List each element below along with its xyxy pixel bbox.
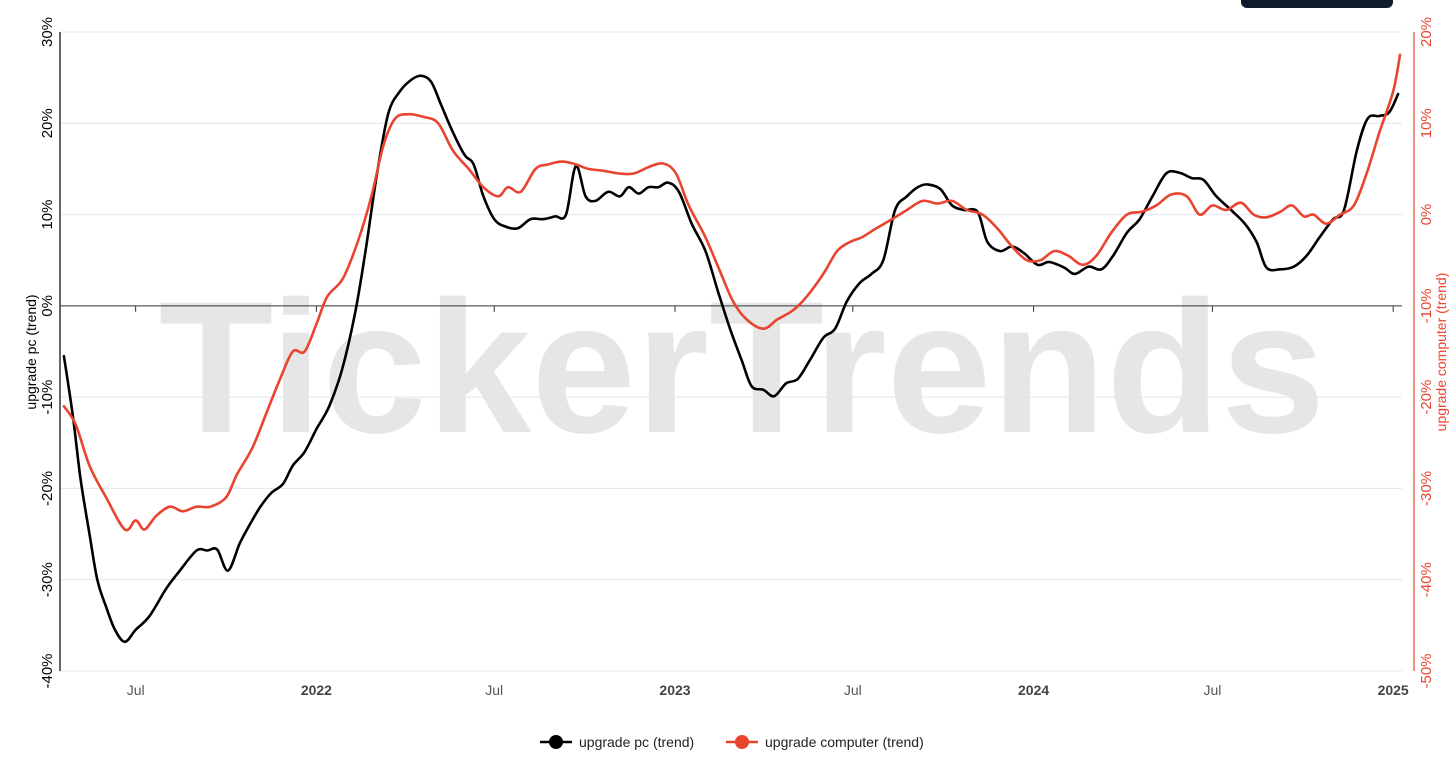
grid [60, 31, 1402, 672]
y-right-tick-label: -10% [1418, 288, 1435, 323]
legend-label-computer: upgrade computer (trend) [765, 734, 924, 750]
x-tick-label: 2023 [659, 682, 690, 698]
legend-marker-computer [735, 735, 749, 749]
tick-labels: -40% -30% -20% -10% 0% 10% 20% 30% -50% -40% -30% -… [39, 17, 1435, 698]
y-left-tick-label: 0% [39, 295, 56, 317]
series-line-upgrade-pc [62, 74, 1400, 644]
y-axis-right-title: upgrade computer (trend) [1433, 273, 1449, 432]
y-right-tick-label: -40% [1418, 562, 1435, 597]
y-right-tick-label: -30% [1418, 471, 1435, 506]
y-right-tick-label: -50% [1418, 653, 1435, 688]
legend-marker-pc [549, 735, 563, 749]
series-line-upgrade-computer [62, 53, 1402, 532]
y-right-tick-label: -20% [1418, 380, 1435, 415]
series-lines [62, 53, 1402, 644]
y-right-tick-label: 10% [1418, 108, 1435, 138]
y-left-tick-label: 20% [39, 108, 56, 138]
x-tick-label: 2025 [1378, 682, 1409, 698]
x-tick-label: Jul [485, 682, 503, 698]
x-tick-label: Jul [127, 682, 145, 698]
y-left-tick-label: 10% [39, 200, 56, 230]
y-left-tick-label: -40% [39, 653, 56, 688]
x-tick-label: 2022 [301, 682, 332, 698]
legend-label-pc: upgrade pc (trend) [579, 734, 694, 750]
y-left-tick-label: -20% [39, 471, 56, 506]
header-corner-button[interactable] [1241, 0, 1393, 8]
legend: upgrade pc (trend) upgrade computer (tre… [540, 734, 924, 750]
legend-item-computer[interactable]: upgrade computer (trend) [726, 734, 924, 750]
y-left-tick-label: -10% [39, 380, 56, 415]
x-tick-label: Jul [844, 682, 862, 698]
legend-item-pc[interactable]: upgrade pc (trend) [540, 734, 694, 750]
x-tick-label: Jul [1203, 682, 1221, 698]
y-axis-left-title: upgrade pc (trend) [23, 294, 39, 409]
watermark: TickerTrends [159, 262, 1326, 472]
y-left-tick-label: -30% [39, 562, 56, 597]
y-right-tick-label: 20% [1418, 17, 1435, 47]
y-left-tick-label: 30% [39, 17, 56, 47]
x-tick-label: 2024 [1018, 682, 1049, 698]
axes [59, 32, 1415, 671]
y-right-tick-label: 0% [1418, 204, 1435, 226]
